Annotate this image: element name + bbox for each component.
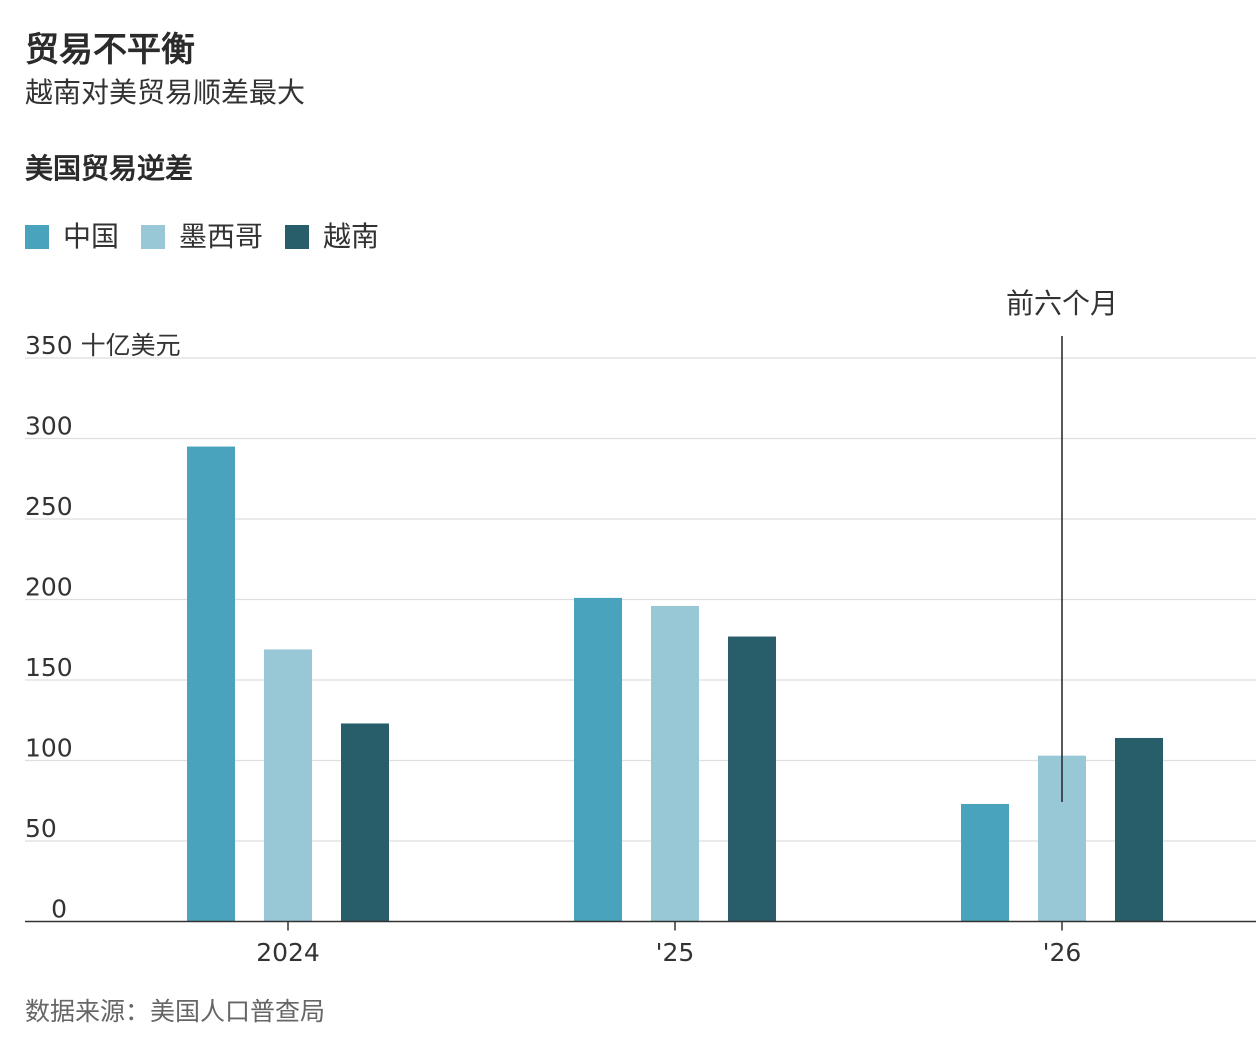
headline: 贸易不平衡 — [25, 30, 195, 70]
annotation-label: 前六个月 — [1006, 287, 1118, 320]
x-tick-label: '26 — [1043, 938, 1082, 967]
legend-item-vietnam: 越南 — [285, 218, 379, 256]
y-tick-label: 50 — [25, 814, 57, 843]
legend-swatch-mexico — [141, 225, 166, 249]
legend: 中国 墨西哥 越南 — [25, 218, 401, 256]
y-tick-label: 250 — [25, 492, 73, 521]
legend-item-mexico: 墨西哥 — [141, 218, 263, 256]
y-tick-label: 200 — [25, 573, 73, 602]
bar — [264, 649, 312, 922]
legend-swatch-china — [25, 225, 49, 249]
bar — [651, 605, 699, 922]
bar — [574, 597, 622, 922]
y-tick-label: 150 — [25, 653, 73, 682]
bar — [961, 803, 1009, 922]
source-note: 数据来源：美国人口普查局 — [25, 997, 326, 1026]
legend-label-mexico: 墨西哥 — [179, 220, 264, 253]
chart-title: 美国贸易逆差 — [25, 152, 194, 185]
bar — [187, 446, 235, 922]
legend-item-china: 中国 — [25, 218, 119, 256]
y-tick-label: 0 — [51, 895, 67, 924]
y-tick-label: 350 十亿美元 — [25, 331, 181, 360]
y-tick-label: 100 — [25, 734, 73, 763]
subhead: 越南对美贸易顺差最大 — [25, 76, 306, 109]
bar — [1115, 737, 1163, 922]
bar — [341, 723, 389, 922]
y-tick-label: 300 — [25, 412, 73, 441]
x-tick-label: '25 — [656, 938, 695, 967]
legend-swatch-vietnam — [285, 225, 310, 249]
legend-label-vietnam: 越南 — [323, 220, 380, 253]
x-tick-label: 2024 — [256, 938, 320, 967]
bar — [728, 636, 776, 922]
legend-label-china: 中国 — [63, 220, 120, 253]
